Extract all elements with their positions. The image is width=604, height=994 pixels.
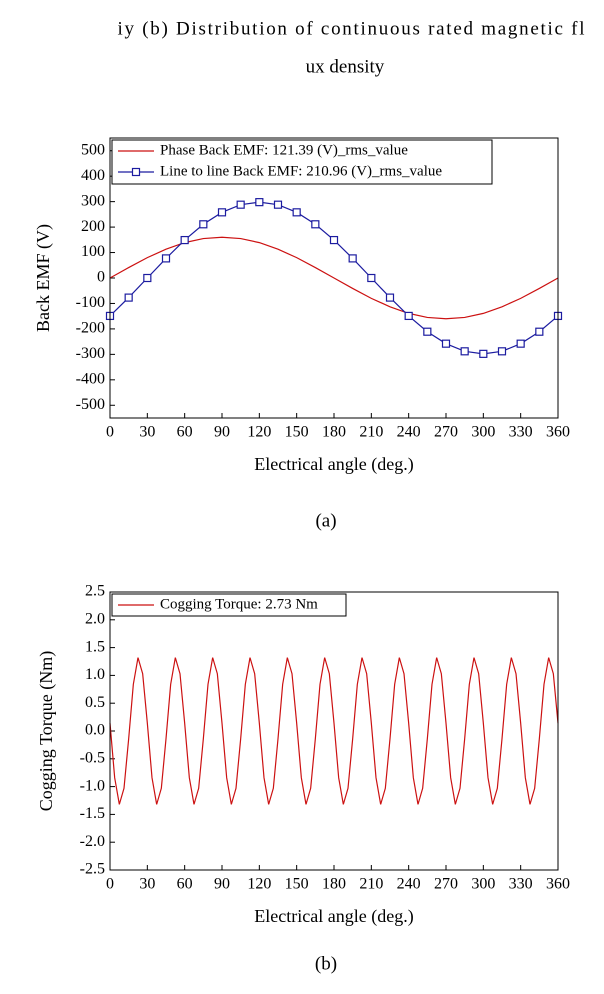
x-tick-label: 120: [247, 424, 271, 441]
y-tick-label: -0.5: [80, 749, 105, 766]
y-tick-label: 2.0: [85, 610, 105, 627]
x-tick-label: 210: [359, 424, 383, 441]
y-tick-label: -300: [76, 345, 105, 362]
y-tick-label: 1.0: [85, 666, 105, 683]
y-tick-label: 300: [81, 192, 105, 209]
caption: (a): [315, 510, 336, 531]
x-tick-label: 180: [322, 876, 346, 893]
x-tick-label: 0: [106, 424, 114, 441]
y-axis-label: Back EMF (V): [33, 224, 54, 332]
y-tick-label: 1.5: [85, 638, 105, 655]
x-tick-label: 240: [397, 424, 421, 441]
series-marker: [292, 208, 301, 217]
series-marker: [273, 200, 283, 209]
plot-frame: [109, 137, 559, 419]
x-tick-label: 90: [214, 424, 230, 441]
x-tick-label: 150: [285, 876, 309, 893]
x-tick-label: 270: [434, 424, 458, 441]
y-tick-label: -200: [76, 320, 105, 337]
y-tick-label: 2.5: [85, 583, 105, 600]
x-tick-label: 30: [139, 424, 155, 441]
x-tick-label: 360: [546, 424, 570, 441]
x-tick-label: 90: [214, 876, 230, 893]
series-marker: [311, 220, 320, 229]
series-marker: [199, 220, 208, 229]
legend-marker: [131, 167, 141, 177]
y-tick-label: -400: [76, 370, 105, 387]
y-tick-label: -500: [76, 396, 105, 413]
legend-box: [111, 139, 493, 185]
series-line: [109, 236, 559, 320]
series-marker: [460, 347, 469, 356]
y-axis-label: Cogging Torque (Nm): [36, 651, 57, 811]
series-marker: [161, 254, 171, 263]
x-tick-label: 240: [397, 876, 421, 893]
x-tick-label: 210: [359, 876, 383, 893]
series-marker: [479, 349, 488, 358]
x-tick-label: 30: [139, 876, 155, 893]
series-marker: [497, 347, 507, 356]
series-marker: [180, 235, 189, 245]
x-tick-label: 60: [177, 424, 193, 441]
series-marker: [516, 339, 525, 348]
series-marker: [404, 311, 413, 321]
y-tick-label: -100: [76, 294, 105, 311]
x-tick-label: 300: [471, 424, 495, 441]
series-marker: [535, 327, 544, 336]
y-tick-label: 200: [81, 218, 105, 235]
x-tick-label: 0: [106, 876, 114, 893]
y-tick-label: 100: [81, 243, 105, 260]
legend-box: [111, 593, 347, 617]
x-axis-label: Electrical angle (deg.): [254, 906, 413, 927]
series-marker: [423, 327, 432, 336]
y-tick-label: 500: [81, 141, 105, 158]
y-tick-label: 0.0: [85, 722, 105, 739]
x-tick-label: 330: [509, 424, 533, 441]
legend-label: Phase Back EMF: 121.39 (V)_rms_value: [160, 142, 408, 158]
x-tick-label: 360: [546, 876, 570, 893]
series-marker: [143, 273, 152, 283]
caption: (b): [315, 953, 337, 974]
series-marker: [236, 200, 245, 209]
y-tick-label: 0.5: [85, 694, 105, 711]
series-marker: [348, 254, 357, 263]
x-tick-label: 150: [285, 424, 309, 441]
series-marker: [367, 273, 376, 283]
y-tick-label: 400: [81, 167, 105, 184]
series-marker: [124, 293, 133, 302]
series-marker: [441, 339, 451, 348]
y-tick-label: -1.5: [80, 805, 105, 822]
x-tick-label: 60: [177, 876, 193, 893]
y-tick-label: -1.0: [80, 777, 105, 794]
x-tick-label: 300: [471, 876, 495, 893]
series-line: [109, 657, 559, 805]
legend-label: Cogging Torque: 2.73 Nm: [160, 596, 318, 612]
y-tick-label: -2.0: [80, 833, 105, 850]
y-tick-label: 0: [97, 269, 105, 286]
plot-frame: [109, 591, 559, 871]
series-marker: [385, 293, 395, 302]
x-tick-label: 270: [434, 876, 458, 893]
series-marker: [255, 198, 264, 207]
x-tick-label: 180: [322, 424, 346, 441]
y-tick-label: -2.5: [80, 861, 105, 878]
x-tick-label: 120: [247, 876, 271, 893]
header-line: ux density: [306, 56, 385, 77]
series-marker: [217, 208, 227, 217]
series-marker: [329, 235, 339, 245]
x-tick-label: 330: [509, 876, 533, 893]
header-line: iy (b) Distribution of continuous rated …: [118, 18, 585, 39]
x-axis-label: Electrical angle (deg.): [254, 454, 413, 475]
legend-label: Line to line Back EMF: 210.96 (V)_rms_va…: [160, 163, 442, 179]
